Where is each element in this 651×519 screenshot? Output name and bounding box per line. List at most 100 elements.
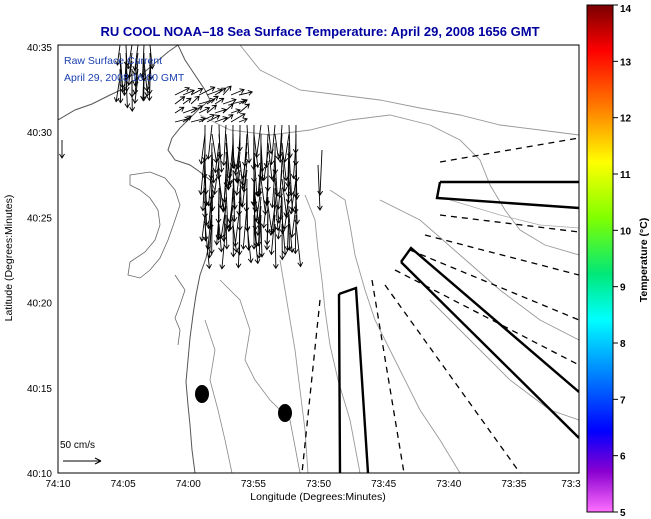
current-arrow [124, 76, 131, 109]
current-arrow [199, 214, 206, 242]
current-arrow [250, 178, 257, 207]
x-tick-label: 73:50 [306, 479, 331, 490]
current-arrow [261, 187, 269, 229]
current-arrow [206, 95, 219, 105]
plot-area [58, 45, 579, 473]
current-arrow [182, 97, 192, 105]
current-arrow [234, 169, 241, 196]
contour-5 [279, 259, 309, 473]
current-arrow [204, 223, 212, 270]
contour-2 [199, 114, 579, 256]
current-arrow [230, 214, 237, 258]
current-arrow [255, 196, 262, 236]
current-arrow [227, 196, 234, 224]
shore-detail [174, 274, 186, 346]
current-arrow [140, 76, 147, 102]
current-arrow [174, 86, 190, 96]
scale-label: 50 cm/s [60, 440, 95, 451]
legend-line-2: April 29, 2008 16:00 GMT [64, 72, 185, 84]
station-marker-2 [278, 404, 292, 422]
current-arrow [206, 114, 221, 123]
current-arrow [117, 68, 124, 104]
current-arrow [222, 98, 237, 105]
current-arrow [288, 151, 295, 197]
colorbar-ticks: 14 13 12 11 10 9 8 7 6 5 [613, 4, 632, 519]
current-arrow [295, 223, 304, 268]
current-arrow [218, 223, 224, 253]
y-tick-label: 40:10 [27, 469, 52, 480]
current-arrow [277, 124, 283, 158]
current-arrow [218, 133, 225, 173]
current-arrow [230, 108, 241, 114]
x-tick-label: 73:35 [501, 479, 526, 490]
current-arrow [190, 105, 204, 114]
current-arrow [238, 117, 248, 123]
legend-line-1: Raw Surface Current [64, 55, 162, 67]
current-arrow [121, 60, 128, 97]
current-arrow [268, 205, 276, 237]
y-tick-label: 40:30 [27, 128, 52, 139]
current-arrow [198, 113, 216, 123]
current-arrow [286, 223, 293, 251]
current-arrow [288, 178, 297, 215]
current-arrow [246, 124, 252, 164]
current-arrow [275, 205, 283, 240]
x-tick-label: 73:45 [371, 479, 396, 490]
current-arrow [239, 169, 248, 208]
current-arrow [205, 124, 213, 160]
y-tick-label: 40:20 [27, 299, 52, 310]
current-arrow [132, 45, 139, 72]
current-arrow [221, 124, 227, 167]
contour-3 [329, 189, 461, 473]
colorbar-tick-label: 14 [620, 4, 632, 15]
current-arrow [198, 151, 206, 196]
colorbar-tick-label: 8 [620, 339, 626, 350]
colorbar-tick-label: 11 [620, 170, 631, 181]
current-arrow [132, 76, 139, 105]
contour-1 [239, 45, 579, 136]
current-arrow [238, 103, 250, 114]
current-arrow [198, 86, 216, 96]
current-arrow [256, 169, 263, 197]
current-arrow [222, 85, 232, 96]
contour-10 [449, 199, 579, 229]
x-tick-label: 74:05 [111, 479, 136, 490]
current-arrow [232, 205, 241, 247]
y-tick-label: 40:15 [27, 384, 52, 395]
current-arrow [261, 151, 269, 182]
current-arrow [254, 124, 262, 159]
current-arrow [281, 214, 288, 256]
current-arrow [258, 223, 265, 258]
colorbar-tick-label: 13 [620, 57, 632, 68]
current-arrow [275, 169, 283, 211]
contour-8 [379, 199, 579, 341]
station-marker-1 [195, 385, 209, 403]
current-arrow [209, 178, 216, 212]
current-arrow [290, 142, 297, 180]
current-arrow [146, 76, 153, 102]
current-arrow [126, 52, 133, 79]
current-arrow [174, 106, 185, 114]
current-arrow [139, 45, 146, 79]
current-arrow [317, 149, 324, 196]
current-arrow [292, 214, 299, 255]
x-tick-label: 73:3 [561, 479, 581, 490]
current-arrow [240, 205, 248, 250]
colorbar-label: Temperature (°C) [638, 218, 650, 303]
current-arrow [132, 68, 139, 95]
contour-7 [204, 319, 233, 473]
current-arrow [226, 160, 234, 190]
y-tick-label: 40:35 [27, 43, 52, 54]
y-tick-label: 40:25 [27, 213, 52, 224]
colorbar-tick-label: 12 [620, 114, 632, 125]
current-arrow [220, 196, 227, 242]
current-arrow [182, 89, 195, 96]
current-arrow [274, 160, 280, 197]
current-arrow [212, 160, 220, 196]
current-arrow [282, 133, 290, 163]
current-arrow [253, 133, 261, 169]
colorbar-tick-label: 5 [620, 508, 626, 519]
current-arrow [113, 76, 121, 103]
x-tick-label: 73:40 [436, 479, 461, 490]
current-arrow [230, 113, 246, 123]
